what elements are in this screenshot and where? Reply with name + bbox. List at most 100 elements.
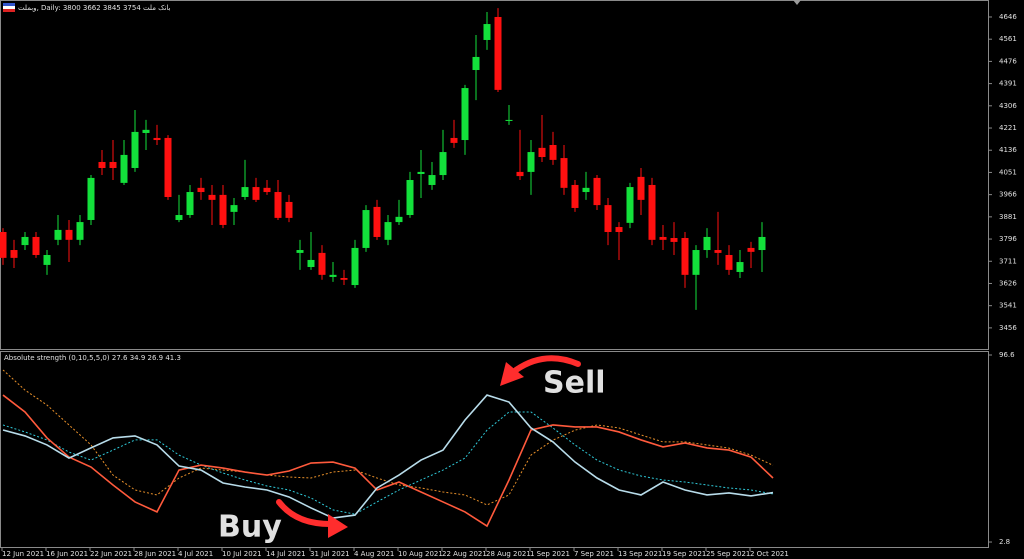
candle-body [65, 229, 73, 240]
candle-body [219, 194, 227, 225]
ohlc: 3800 3662 3845 3754 [63, 4, 141, 12]
chart-header: وبملت, Daily: 3800 3662 3845 3754 بانک م… [18, 4, 171, 12]
candle-body [373, 206, 381, 237]
chart-shift-marker [793, 0, 801, 5]
candle-body [87, 177, 95, 220]
candle-body [450, 137, 458, 143]
y-tick-label: 3796 [999, 235, 1017, 243]
candle-body [307, 259, 315, 268]
indicator-value: 27.6 [112, 354, 128, 362]
candle-body [131, 131, 139, 168]
y-tick-label: 4051 [999, 168, 1017, 176]
x-tick-label: 4 Jul 2021 [178, 550, 213, 558]
candle-body [659, 236, 667, 240]
x-tick-label: 2 Oct 2021 [750, 550, 789, 558]
x-tick-label: 12 Jun 2021 [2, 550, 44, 558]
indicator-header: Absolute strength (0,10,5,5,0) 27.6 34.9… [4, 354, 181, 362]
x-tick-label: 25 Sep 2021 [706, 550, 750, 558]
y-tick-label: 3966 [999, 191, 1017, 199]
candle-body [153, 137, 161, 141]
symbol: وبملت, [18, 4, 39, 12]
y-tick-label: 96.6 [999, 351, 1015, 359]
buy-annotation: Buy [218, 510, 282, 545]
candle-body [714, 250, 722, 253]
candle-body [615, 227, 623, 232]
candle-body [241, 187, 249, 197]
period: Daily: [41, 4, 61, 12]
y-tick-label: 4561 [999, 35, 1017, 43]
indicator-panel-frame [0, 351, 989, 548]
y-tick-label: 3881 [999, 213, 1017, 221]
y-tick-label: 4391 [999, 80, 1017, 88]
candle-body [406, 180, 414, 216]
indicator-value: 34.9 [130, 354, 146, 362]
candle-body [417, 171, 425, 174]
candle-body [285, 201, 293, 218]
candle-body [109, 161, 117, 168]
buy-arrow [276, 499, 348, 538]
candle-body [263, 187, 271, 193]
sell-arrow [500, 355, 581, 386]
x-tick-label: 19 Sep 2021 [662, 550, 706, 558]
indicator-title: Absolute strength (0,10,5,5,0) [4, 354, 110, 362]
candle-body [549, 145, 557, 160]
y-tick-label: 3541 [999, 302, 1017, 310]
y-tick-label: 3711 [999, 257, 1017, 265]
y-tick-label: 4306 [999, 102, 1017, 110]
candle-body [725, 254, 733, 270]
x-tick-label: 7 Sep 2021 [574, 550, 614, 558]
candle-body [637, 176, 645, 200]
y-tick-label: 4221 [999, 124, 1017, 132]
candle-body [175, 215, 183, 220]
candle-body [461, 88, 469, 141]
candle-body [472, 56, 480, 71]
plot-layer: 4646 4561 4476 4391 4306 4221 4136 4051 3966 3881… [0, 8, 1017, 558]
candle-body [582, 187, 590, 193]
indicator-value: 41.3 [165, 354, 181, 362]
candle-body [428, 175, 436, 185]
x-tick-label: 4 Aug 2021 [354, 550, 394, 558]
candle-body [483, 24, 491, 40]
x-tick-label: 22 Jun 2021 [90, 550, 132, 558]
candle-body [43, 254, 51, 265]
indicator-line [2, 394, 774, 528]
candle-body [274, 192, 282, 218]
x-tick-label: 10 Jul 2021 [222, 550, 262, 558]
candle-body [538, 147, 546, 158]
main-panel-frame [0, 0, 989, 350]
candle-body [208, 194, 216, 200]
x-tick-label: 16 Jun 2021 [46, 550, 88, 558]
candle-body [439, 152, 447, 176]
indicator-line [2, 411, 774, 515]
candle-body [296, 250, 304, 253]
candle-body [54, 229, 62, 240]
x-tick-label: 28 Jun 2021 [134, 550, 176, 558]
candle-body [692, 250, 700, 275]
candle-body [186, 192, 194, 216]
candle-body [395, 216, 403, 223]
candle-body [340, 277, 348, 280]
sell-annotation: Sell [543, 366, 606, 401]
candle-body [648, 184, 656, 240]
y-tick-label: 3626 [999, 279, 1017, 287]
candle-body [505, 119, 513, 121]
indicator-value: 26.9 [148, 354, 164, 362]
candle-body [681, 238, 689, 275]
candle-body [329, 274, 337, 277]
x-tick-label: 13 Sep 2021 [618, 550, 662, 558]
candle-body [604, 205, 612, 232]
candle-body [98, 161, 106, 168]
instrument-name: بانک ملت [143, 4, 171, 12]
candle-body [230, 205, 238, 212]
candle-body [703, 236, 711, 251]
y-tick-label: 4646 [999, 13, 1017, 21]
candle-body [571, 184, 579, 208]
candle-body [384, 222, 392, 240]
candle-body [142, 129, 150, 133]
y-tick-label: 3456 [999, 324, 1017, 332]
candle-body [758, 236, 766, 251]
candle-body [10, 250, 18, 258]
candle-body [351, 247, 359, 286]
